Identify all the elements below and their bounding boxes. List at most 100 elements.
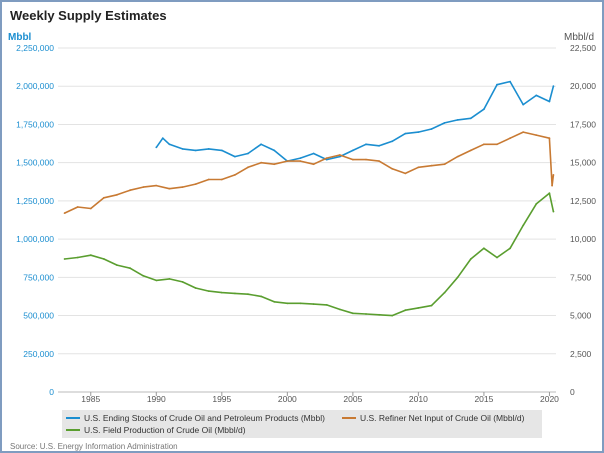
legend: U.S. Ending Stocks of Crude Oil and Petr… <box>62 410 542 438</box>
data-point <box>220 291 223 294</box>
data-point <box>312 152 315 155</box>
data-point <box>509 137 511 140</box>
data-point <box>469 149 472 152</box>
data-point <box>260 295 262 298</box>
data-point <box>430 304 433 307</box>
data-point <box>456 276 459 279</box>
data-point <box>522 103 525 106</box>
right-tick-label: 22,500 <box>570 43 596 53</box>
data-point <box>522 224 525 227</box>
data-point <box>548 192 551 195</box>
left-tick-label: 2,000,000 <box>16 81 54 91</box>
data-point <box>325 157 328 160</box>
data-point <box>220 178 223 181</box>
legend-swatch-field-production <box>66 429 80 431</box>
data-point <box>496 83 498 86</box>
x-tick-label: 2020 <box>540 394 559 404</box>
data-point <box>509 80 511 83</box>
data-point <box>378 313 380 316</box>
data-point <box>352 312 354 315</box>
data-point <box>443 291 446 294</box>
right-tick-label: 5,000 <box>570 311 592 321</box>
data-point <box>63 258 66 260</box>
data-point <box>168 143 171 146</box>
data-point <box>299 302 302 305</box>
data-point <box>116 264 118 266</box>
data-point <box>76 256 79 259</box>
right-axis-unit: Mbbl/d <box>563 32 594 43</box>
data-point <box>496 143 498 146</box>
left-tick-label: 1,500,000 <box>16 158 54 168</box>
data-point <box>483 143 485 146</box>
x-tick-label: 2000 <box>278 394 297 404</box>
data-point <box>352 158 354 161</box>
legend-label-ending-stocks: U.S. Ending Stocks of Crude Oil and Petr… <box>84 413 325 423</box>
data-point <box>286 160 289 163</box>
data-point <box>378 160 380 163</box>
left-tick-label: 1,750,000 <box>16 119 54 129</box>
data-point <box>417 131 420 134</box>
data-point <box>63 212 66 215</box>
data-point <box>155 184 158 187</box>
refiner-input-line <box>64 131 555 214</box>
data-point <box>535 134 538 137</box>
data-point <box>552 85 555 88</box>
data-point <box>338 155 341 158</box>
source-note: Source: U.S. Energy Information Administ… <box>10 442 178 451</box>
data-point <box>404 309 407 312</box>
right-tick-label: 0 <box>570 387 575 397</box>
legend-label-refiner-input: U.S. Refiner Net Input of Crude Oil (Mbb… <box>360 413 525 423</box>
data-point <box>430 128 433 130</box>
data-point <box>443 163 446 166</box>
data-point <box>181 281 184 283</box>
data-point <box>194 183 197 186</box>
legend-label-field-production: U.S. Field Production of Crude Oil (Mbbl… <box>84 425 246 435</box>
data-point <box>299 160 302 163</box>
data-point <box>456 119 459 121</box>
data-point <box>207 178 210 181</box>
data-point <box>234 174 236 176</box>
data-point <box>142 274 145 277</box>
data-point <box>260 161 262 164</box>
data-point <box>551 184 553 187</box>
x-tick-label: 2015 <box>474 394 493 404</box>
data-point <box>404 132 407 135</box>
data-point <box>365 143 367 146</box>
data-point <box>548 137 551 140</box>
data-point <box>181 148 184 150</box>
data-point <box>338 154 341 156</box>
data-point <box>391 167 394 170</box>
data-point <box>194 287 197 289</box>
data-point <box>325 304 328 306</box>
data-point <box>89 254 92 257</box>
data-point <box>234 155 236 158</box>
field-production-line <box>64 192 555 317</box>
data-point <box>260 143 262 146</box>
legend-item-field-production: U.S. Field Production of Crude Oil (Mbbl… <box>66 425 246 435</box>
data-point <box>469 117 472 120</box>
data-point <box>103 258 105 260</box>
data-point <box>430 164 433 167</box>
data-point <box>142 186 145 189</box>
right-tick-label: 12,500 <box>570 196 596 206</box>
left-tick-label: 1,000,000 <box>16 234 54 244</box>
data-point <box>548 100 551 103</box>
data-point <box>194 149 197 152</box>
data-point <box>378 144 380 147</box>
data-point <box>129 189 131 192</box>
right-tick-label: 2,500 <box>570 349 592 359</box>
data-point <box>168 278 171 280</box>
legend-item-refiner-input: U.S. Refiner Net Input of Crude Oil (Mbb… <box>342 413 524 423</box>
data-point <box>443 122 446 124</box>
data-point <box>155 146 158 149</box>
data-point <box>535 203 538 205</box>
data-point <box>247 293 249 296</box>
left-tick-label: 750,000 <box>23 272 54 282</box>
data-point <box>168 187 171 190</box>
legend-swatch-ending-stocks <box>66 417 80 419</box>
data-point <box>509 247 511 250</box>
data-point <box>312 303 315 305</box>
data-point <box>234 292 236 295</box>
data-point <box>129 267 131 270</box>
